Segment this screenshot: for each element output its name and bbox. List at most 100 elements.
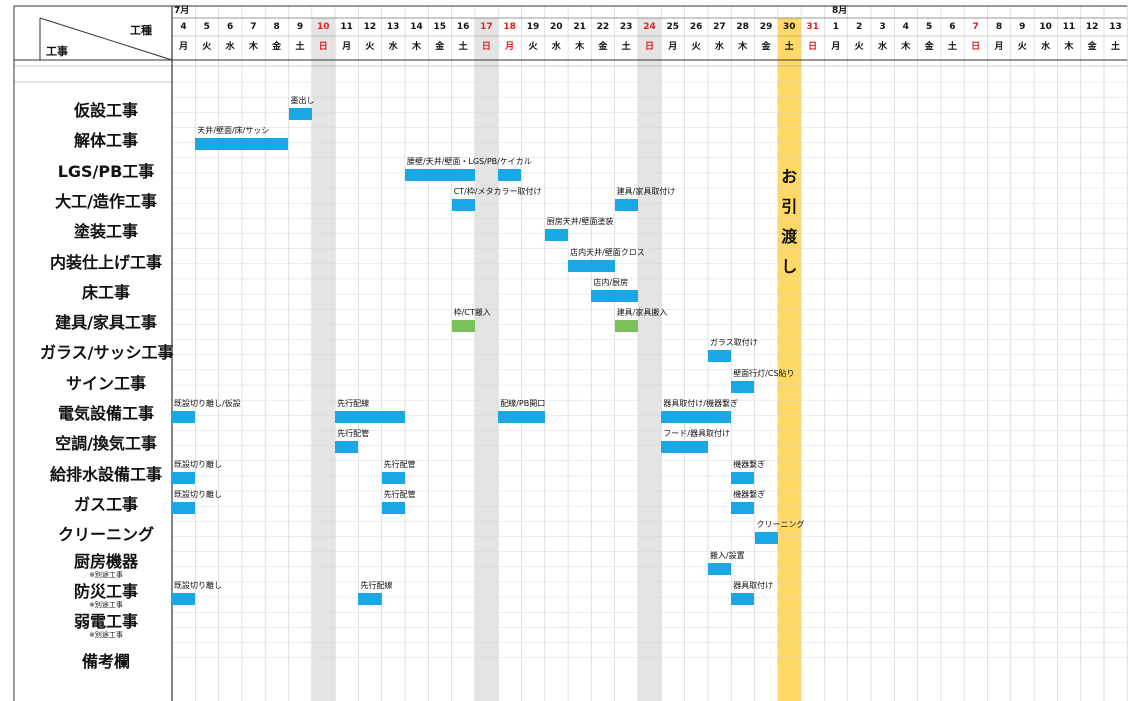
task-name-text: 解体工事 xyxy=(73,131,138,151)
weekday-label: 月 xyxy=(178,42,188,52)
bar-label: 先行配線 xyxy=(360,580,393,590)
bar-label: 機器繋ぎ xyxy=(733,489,766,499)
holiday-column-shade xyxy=(311,18,336,701)
corner-label-work: 工事 xyxy=(46,45,68,58)
day-number: 15 xyxy=(433,22,447,32)
day-number: 9 xyxy=(296,22,304,32)
task-name: 塗装工事 xyxy=(40,223,172,241)
day-number: 11 xyxy=(340,22,353,32)
day-number: 10 xyxy=(317,22,330,32)
handover-char: 引 xyxy=(781,197,798,216)
day-number: 20 xyxy=(550,22,563,32)
bar-label: 厨房天井/壁面塗装 xyxy=(546,217,614,227)
weekday-label: 金 xyxy=(435,42,445,52)
task-name: 床工事 xyxy=(40,283,172,302)
weekday-label: 土 xyxy=(295,42,305,52)
task-name: 解体工事 xyxy=(40,132,172,150)
day-number: 4 xyxy=(180,22,187,32)
schedule-bar xyxy=(754,532,778,545)
day-number: 3 xyxy=(879,22,886,32)
schedule-bar xyxy=(614,320,638,333)
schedule-bar xyxy=(335,441,359,454)
schedule-bar xyxy=(707,562,732,575)
day-number: 1 xyxy=(832,22,840,32)
bar-label: 配線/PB開口 xyxy=(500,399,546,408)
task-name-text: 厨房機器 xyxy=(73,551,138,571)
schedule-bar xyxy=(498,411,545,423)
day-number: 28 xyxy=(736,22,749,32)
bar-label: 建具/家具取付け xyxy=(616,186,676,196)
task-name-text: 空調/換気工事 xyxy=(55,434,157,454)
schedule-bar xyxy=(358,592,382,605)
task-name-text: 大工/造作工事 xyxy=(55,191,157,211)
task-name-text: ガス工事 xyxy=(73,494,138,514)
weekday-label: 日 xyxy=(644,42,654,52)
task-name-text: 備考欄 xyxy=(81,652,130,672)
day-number: 7 xyxy=(250,22,257,32)
weekday-label: 日 xyxy=(318,42,328,52)
day-number: 11 xyxy=(1062,22,1076,32)
task-name-text: 建具/家具工事 xyxy=(55,313,157,333)
day-number: 24 xyxy=(643,22,656,32)
day-number: 5 xyxy=(925,22,933,32)
schedule-bar xyxy=(731,471,755,484)
schedule-bar xyxy=(172,592,196,605)
bar-label: 既設切り離し xyxy=(174,580,222,590)
day-number: 16 xyxy=(456,22,470,32)
task-name-text: 電気設備工事 xyxy=(57,404,154,423)
day-number: 8 xyxy=(995,22,1003,32)
bar-label: 先行配管 xyxy=(383,459,416,469)
day-number: 21 xyxy=(573,22,586,32)
weekday-label: 火 xyxy=(854,42,864,52)
task-name-text: 内装仕上げ工事 xyxy=(49,252,162,272)
weekday-label: 木 xyxy=(1064,42,1074,52)
bar-label: クリーニング xyxy=(756,520,805,530)
weekday-label: 月 xyxy=(831,42,841,52)
task-name: LGS/PB工事 xyxy=(40,161,172,181)
weekday-label: 火 xyxy=(365,42,375,52)
task-name: 建具/家具工事 xyxy=(40,314,172,332)
weekday-label: 火 xyxy=(1017,42,1027,52)
day-number: 2 xyxy=(856,22,863,32)
weekday-label: 金 xyxy=(924,42,934,52)
schedule-bar xyxy=(381,501,405,514)
task-name-text: LGS/PB工事 xyxy=(57,161,155,181)
task-name-text: 給排水設備工事 xyxy=(49,464,162,484)
weekday-label: 火 xyxy=(691,42,701,52)
weekday-label: 土 xyxy=(621,42,631,52)
task-name-text: 仮設工事 xyxy=(73,101,138,120)
schedule-bar xyxy=(381,471,405,484)
weekday-label: 月 xyxy=(505,42,515,52)
task-name: ガラス/サッシ工事 xyxy=(40,344,174,362)
day-number: 22 xyxy=(596,22,610,32)
bar-label: 店内/厨房 xyxy=(593,277,629,287)
day-number: 5 xyxy=(203,22,210,32)
weekday-label: 水 xyxy=(714,42,724,52)
weekday-label: 金 xyxy=(761,42,771,52)
weekday-label: 木 xyxy=(575,42,585,52)
weekday-label: 水 xyxy=(877,42,887,52)
weekday-label: 水 xyxy=(225,42,235,52)
schedule-bar xyxy=(731,592,755,605)
day-number: 27 xyxy=(713,22,726,32)
day-number: 6 xyxy=(226,22,234,32)
schedule-bar xyxy=(707,350,732,363)
task-name-text: サイン工事 xyxy=(65,373,146,393)
bar-label: 器具取付け xyxy=(733,580,774,590)
schedule-bar xyxy=(172,501,196,514)
day-number: 13 xyxy=(386,22,400,32)
task-name: ガス工事 xyxy=(40,494,172,514)
holiday-column-shade xyxy=(638,18,662,701)
corner-diagonal xyxy=(39,17,173,61)
bar-label: CT/枠/メタカラー取付け xyxy=(453,186,542,196)
day-number: 29 xyxy=(759,22,773,32)
weekday-label: 火 xyxy=(202,42,212,52)
weekday-label: 土 xyxy=(784,42,794,52)
weekday-label: 金 xyxy=(598,42,608,52)
task-name-text: 防災工事 xyxy=(73,581,138,601)
month-label-august: 8月 xyxy=(832,6,848,16)
weekday-label: 月 xyxy=(668,42,678,52)
task-name-text: 弱電工事 xyxy=(73,612,138,632)
day-number: 30 xyxy=(783,22,796,32)
